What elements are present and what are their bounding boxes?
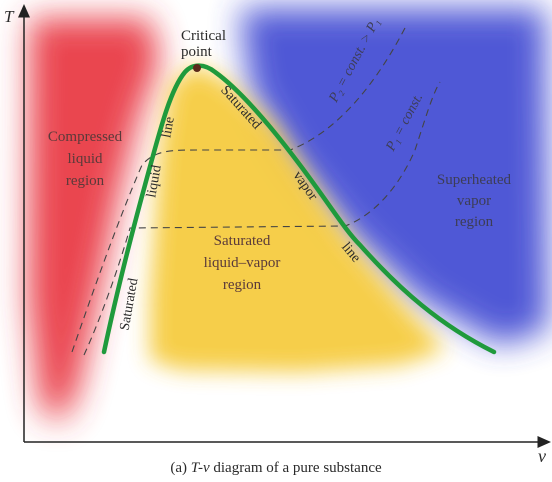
caption-italic: T-v	[191, 460, 210, 476]
superheated-vapor-region-fill	[240, 8, 548, 345]
saturation-curve	[101, 63, 497, 355]
superheated-vapor-line2: vapor	[457, 193, 491, 209]
superheated-vapor-line3: region	[455, 214, 494, 230]
compressed-liquid-line1: Compressed	[48, 129, 123, 145]
two-phase-label: Saturated liquid–vapor region	[204, 233, 281, 293]
caption-suffix: diagram of a pure substance	[210, 460, 382, 476]
compressed-liquid-line3: region	[66, 173, 105, 189]
compressed-liquid-region-fill	[28, 18, 160, 420]
critical-point-label-line2: point	[181, 44, 213, 60]
y-axis-label: T	[4, 7, 15, 26]
sat-liquid-label-liquid: liquid	[144, 164, 164, 199]
compressed-liquid-label: Compressed liquid region	[48, 129, 123, 189]
figure-caption: (a) T-v diagram of a pure substance	[170, 460, 382, 476]
two-phase-line1: Saturated	[214, 233, 271, 249]
caption-prefix: (a)	[170, 460, 190, 476]
x-axis-label: v	[538, 446, 546, 466]
critical-point-label-line1: Critical	[181, 28, 226, 44]
two-phase-line2: liquid–vapor	[204, 255, 281, 271]
sat-liquid-label-line: line	[159, 116, 177, 139]
superheated-vapor-line1: Superheated	[437, 172, 512, 188]
two-phase-line3: region	[223, 277, 262, 293]
compressed-liquid-line2: liquid	[67, 151, 103, 167]
critical-point-marker	[193, 64, 201, 72]
superheated-vapor-label: Superheated vapor region	[437, 172, 512, 230]
two-phase-region-fill	[150, 65, 445, 372]
